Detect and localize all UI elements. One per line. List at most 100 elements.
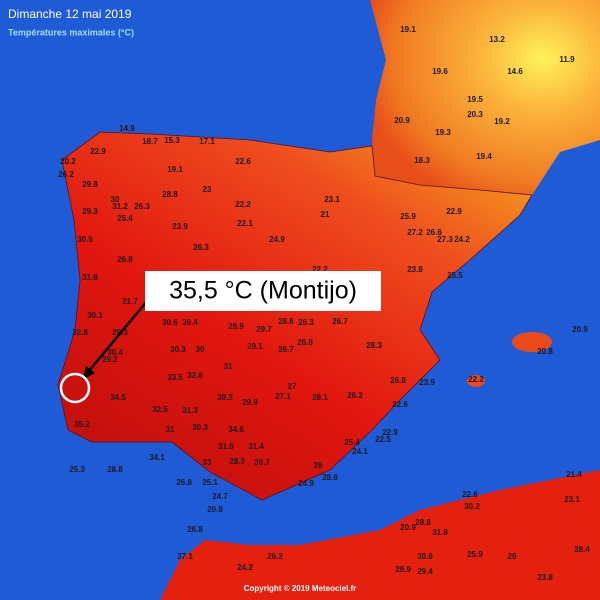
station-value: 32.5 (152, 405, 168, 414)
station-value: 27.3 (437, 235, 453, 244)
station-value: 26.2 (347, 391, 363, 400)
station-value: 25.4 (344, 438, 360, 447)
station-value: 20.3 (467, 110, 483, 119)
station-value: 19.2 (494, 117, 510, 126)
station-value: 22.9 (90, 147, 106, 156)
station-value: 25.9 (467, 550, 483, 559)
station-value: 24.9 (298, 479, 314, 488)
station-value: 31.8 (432, 528, 448, 537)
station-value: 37.1 (177, 552, 193, 561)
station-value: 21.4 (566, 470, 582, 479)
station-value: 14.9 (119, 124, 135, 133)
station-value: 34.1 (149, 453, 165, 462)
station-value: 29.7 (256, 325, 272, 334)
subtitle: Températures maximales (°C) (8, 27, 134, 37)
iberia (57, 131, 533, 501)
station-value: 34.5 (110, 393, 126, 402)
station-value: 14.6 (507, 67, 523, 76)
station-value: 29.9 (395, 565, 411, 574)
station-value: 32.6 (187, 371, 203, 380)
station-value: 11.9 (559, 55, 575, 64)
station-value: 28.6 (278, 317, 294, 326)
station-value: 28.6 (322, 473, 338, 482)
station-value: 28.8 (415, 518, 431, 527)
island (467, 375, 485, 387)
station-value: 33 (203, 458, 212, 467)
station-value: 27 (288, 382, 297, 391)
station-value: 31.5 (218, 442, 234, 451)
station-value: 33.5 (167, 373, 183, 382)
station-value: 29.3 (82, 207, 98, 216)
station-value: 26.6 (426, 228, 442, 237)
station-value: 26.8 (117, 255, 133, 264)
station-value: 25.4 (117, 214, 133, 223)
station-value: 22.1 (237, 219, 253, 228)
station-value: 13.2 (489, 35, 505, 44)
station-value: 30.4 (107, 348, 123, 357)
station-value: 26.2 (267, 552, 283, 561)
station-value: 28.8 (107, 465, 123, 474)
station-value: 19.6 (432, 67, 448, 76)
station-value: 30.2 (464, 502, 480, 511)
arrow-head (82, 366, 95, 380)
station-value: 29.2 (102, 355, 118, 364)
station-value: 26.3 (134, 202, 150, 211)
station-value: 29.4 (417, 567, 433, 576)
station-value: 29.8 (82, 180, 98, 189)
station-value: 30.6 (162, 318, 178, 327)
station-value: 30.4 (182, 318, 198, 327)
station-value: 31 (166, 425, 175, 434)
station-value: 25.1 (202, 478, 218, 487)
station-value: 28.4 (574, 545, 590, 554)
station-value: 23.1 (564, 495, 580, 504)
station-value: 26 (314, 461, 323, 470)
station-value: 26.2 (58, 170, 74, 179)
station-value: 31.8 (82, 273, 98, 282)
station-value: 30 (111, 195, 120, 204)
station-value: 20.2 (60, 157, 76, 166)
station-value: 25.9 (400, 212, 416, 221)
station-value: 25.3 (69, 465, 85, 474)
highlight-circle (59, 372, 91, 404)
station-value: 22.2 (468, 375, 484, 384)
annotation-box (145, 271, 381, 311)
station-value: 24.7 (212, 492, 228, 501)
station-value: 23.1 (324, 195, 340, 204)
station-value: 19.1 (167, 165, 183, 174)
station-value: 26.8 (390, 376, 406, 385)
station-value: 27.2 (407, 228, 423, 237)
station-value: 29.9 (242, 398, 258, 407)
station-value: 24.2 (237, 563, 253, 572)
station-value: 28.8 (162, 190, 178, 199)
station-value: 19.3 (435, 128, 451, 137)
station-value: 24.1 (352, 447, 368, 456)
station-value: 30 (196, 345, 205, 354)
station-value: 25.5 (447, 271, 463, 280)
station-value: 24.9 (269, 235, 285, 244)
station-value: 20.9 (400, 523, 416, 532)
station-value: 24.2 (454, 235, 470, 244)
station-value: 22.5 (375, 435, 391, 444)
north-africa (160, 470, 600, 600)
station-value: 20.9 (394, 116, 410, 125)
station-value: 23.8 (537, 573, 553, 582)
station-value: 19.5 (467, 95, 483, 104)
station-value: 19.4 (476, 152, 492, 161)
station-value: 31.2 (112, 202, 128, 211)
station-value: 26.3 (298, 318, 314, 327)
station-value: 21.7 (122, 297, 138, 306)
station-value: 22.6 (462, 490, 478, 499)
station-value: 21 (321, 210, 330, 219)
annotation: 35,5 °C (Montijo) (169, 277, 357, 305)
station-value: 22.2 (312, 265, 328, 274)
station-value: 22.9 (382, 428, 398, 437)
station-value: 30.7 (254, 458, 270, 467)
station-value: 22.2 (235, 200, 251, 209)
station-value: 20.9 (572, 325, 588, 334)
station-value: 20.8 (537, 347, 553, 356)
station-value: 26.8 (176, 478, 192, 487)
arrow (87, 299, 149, 373)
station-value: 23.9 (419, 378, 435, 387)
station-value: 28.3 (366, 341, 382, 350)
